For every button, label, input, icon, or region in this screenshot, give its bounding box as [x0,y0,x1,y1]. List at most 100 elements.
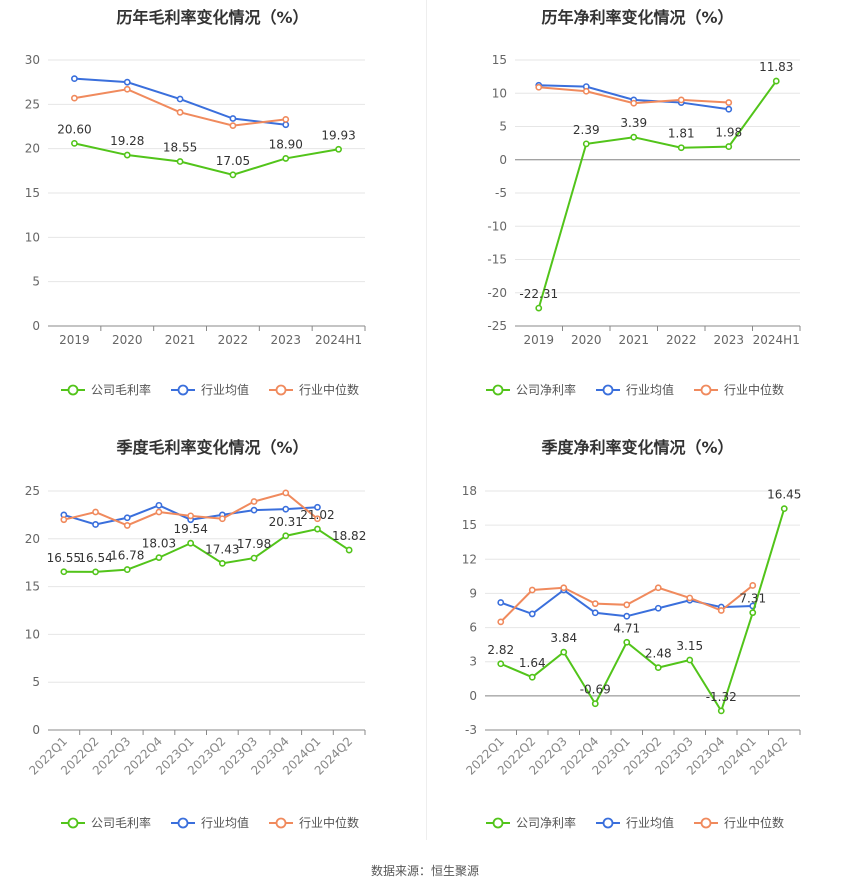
data-point [528,673,536,681]
legend-marker [67,384,79,396]
y-tick-label: 0 [499,153,507,167]
data-point [71,94,78,102]
x-tick-label: 2019 [59,333,90,347]
y-tick-label: -5 [495,186,507,200]
legend-label: 行业均值 [626,815,674,830]
legend-label: 行业均值 [626,382,674,397]
data-point [623,612,631,620]
legend-item: 行业中位数 [694,382,784,397]
data-point [123,514,131,522]
y-tick-label: 10 [25,230,40,244]
y-tick-label: 15 [25,580,40,594]
x-tick-label: 2023 [270,333,301,347]
data-label: 19.93 [321,128,355,142]
data-label: -22.31 [519,287,558,301]
y-tick-label: 15 [492,53,507,67]
data-point [229,171,237,179]
y-tick-label: 5 [499,120,507,134]
y-tick-label: 5 [32,675,40,689]
data-point [92,568,99,576]
legend-label: 公司净利率 [516,815,576,830]
y-tick-label: 25 [25,484,40,498]
data-point [123,151,131,159]
data-label: 21.02 [300,508,334,522]
data-point [535,304,543,312]
data-label: 3.39 [620,116,647,130]
data-point [725,105,733,113]
data-point [749,582,757,589]
y-tick-label: 15 [462,518,477,532]
x-tick-label: 2022 [666,333,697,347]
chart-title: 季度毛利率变化情况（%） [116,438,309,457]
y-tick-label: 25 [25,97,40,111]
data-point [582,87,590,95]
data-label: 17.98 [237,537,271,551]
data-label: -1.32 [706,690,737,704]
data-point [250,554,258,562]
data-point [560,584,568,592]
y-tick-label: -15 [487,253,507,267]
legend-marker [177,384,189,396]
legend-label: 行业均值 [201,382,249,397]
data-point [314,525,321,533]
y-tick-label: 0 [469,689,477,703]
legend-label: 行业均值 [201,815,249,830]
data-point [282,116,290,123]
legend-item: 公司净利率 [486,815,576,830]
data-point [623,638,631,646]
legend-item: 行业中位数 [694,815,784,830]
data-label: 1.81 [668,127,695,141]
x-tick-label: 2022 [218,333,249,347]
legend-item: 行业均值 [596,382,674,397]
data-point [677,96,685,104]
data-point [560,648,568,656]
y-tick-label: 20 [25,142,40,156]
data-label: 1.64 [519,656,546,670]
data-point [528,610,536,618]
x-tick-label: 2024H1 [753,333,800,347]
legend-item: 行业中位数 [269,382,359,397]
data-label: 3.15 [676,639,703,653]
annual-net-margin-panel: 历年净利率变化情况（%） -25 -20 -15 -10 -5 0 5 10 15 2019 202… [425,0,850,430]
y-tick-label: -10 [487,219,507,233]
data-label: 2.82 [487,643,514,657]
y-tick-label: 12 [462,552,477,566]
data-label: 19.28 [110,134,144,148]
data-point [314,503,321,511]
quarterly-net-margin-panel: 季度净利率变化情况（%） -3 0 3 6 9 12 15 18 2022Q1 2022Q2 202… [425,430,850,860]
legend-marker [700,384,712,396]
y-tick-label: 10 [25,627,40,641]
y-tick-label: 3 [469,655,477,669]
chart-title: 历年毛利率变化情况（%） [116,8,309,27]
legend-marker [602,817,614,829]
x-tick-label: 2020 [571,333,602,347]
data-point [229,115,237,122]
data-point [677,144,685,152]
x-tick-label: 2019 [523,333,554,347]
data-point [218,515,226,523]
data-label: 18.55 [163,141,197,155]
data-point [123,566,131,573]
data-point [717,707,725,715]
data-point [176,158,184,165]
data-point [630,133,638,141]
y-tick-label: 9 [469,586,477,600]
y-tick-label: 15 [25,186,40,200]
data-point [92,508,99,516]
series-line-0 [63,527,350,573]
data-point [725,99,733,106]
data-point [176,108,184,116]
series-line-0 [500,508,786,714]
quarterly-net-margin-chart: -303691215182022Q12022Q22022Q32022Q42023… [462,484,802,830]
legend-label: 行业中位数 [724,815,784,830]
data-point [535,83,543,91]
data-point [686,594,694,602]
x-tick-label: 2020 [112,333,143,347]
data-point [155,554,163,562]
data-point [497,599,505,606]
y-tick-label: 30 [25,53,40,67]
annual-gross-margin-panel: 历年毛利率变化情况（%） 0 5 10 15 20 25 30 2019 2020 2021 202… [0,0,425,430]
data-point [123,85,131,93]
legend-item: 行业均值 [171,815,249,830]
x-tick-label: 2021 [165,333,196,347]
